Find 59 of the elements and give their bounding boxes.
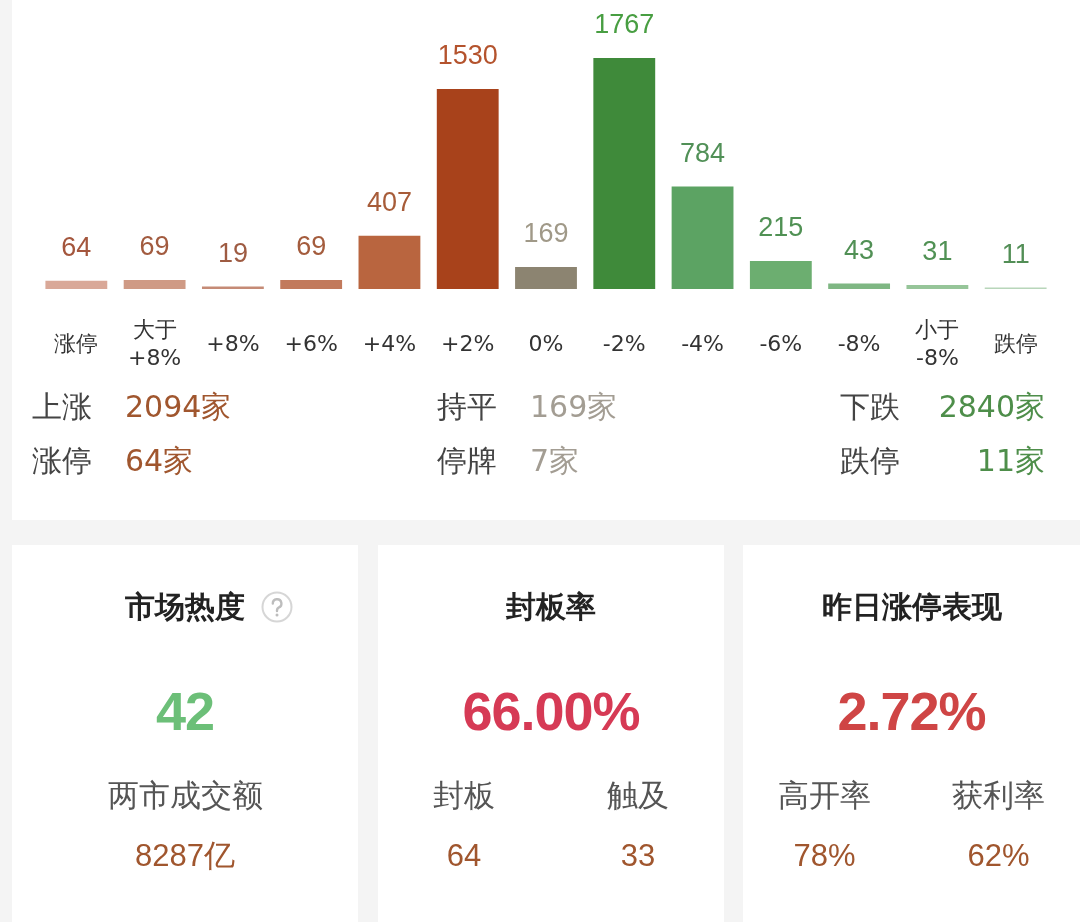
text: 2.72% [836,680,987,743]
text: 持平 169家 [437,388,618,426]
text: 42 [154,680,216,743]
text: 62% [966,837,1031,875]
x-tick-label: -6% [759,330,803,356]
bar [515,266,577,289]
text: 66.00% [461,680,641,743]
data-label: 215 [758,212,804,243]
x-tick-label: +6% [284,330,338,356]
bar [123,279,186,289]
text: 33 [619,837,657,875]
text: 8287亿 [134,837,236,875]
x-tick-label: -4% [681,330,724,356]
data-label: 407 [366,187,412,218]
text: 64 [445,837,483,875]
x-tick-label: 跌停 [993,330,1038,356]
x-tick-label: -2% [602,330,646,356]
data-label: 43 [844,234,875,265]
data-label: 31 [922,236,953,267]
text: 昨日涨停表现 [821,589,1002,624]
x-tick-label: 大于 +8% [127,316,182,370]
bar [436,88,499,289]
data-label: 64 [61,232,92,263]
text: 封板 [432,776,496,815]
bar [671,186,734,289]
data-label: 1530 [437,40,498,71]
x-tick-label: +2% [441,330,495,356]
text: 78% [792,837,857,875]
text: 获利率 [951,776,1046,815]
x-tick-label: 小于 -8% [915,316,960,370]
x-tick-label: +4% [362,330,417,356]
bar [749,260,812,289]
text: 市场热度 [125,589,245,624]
bar [906,284,969,289]
text: 跌停 11家 [840,443,1045,478]
bar [280,279,343,289]
x-tick-label: 涨停 [54,330,99,356]
bar [358,235,421,289]
x-tick-label: -8% [837,330,881,356]
bar [593,58,656,289]
text: 停牌 7家 [437,442,580,480]
data-label: 169 [523,218,569,249]
data-label: 11 [1001,239,1030,270]
text: 上涨 2094家 [32,388,232,426]
text: 涨停 64家 [32,442,194,480]
text: 两市成交额 [106,776,264,815]
text: 下跌 2840家 [840,389,1045,424]
text: 触及 [606,776,670,815]
x-tick-label: 0% [528,330,564,356]
bar [828,283,891,289]
bar [45,280,108,289]
data-label: 784 [680,137,726,168]
text: 高开率 [777,776,872,815]
data-label: 1767 [594,9,655,40]
data-label: 19 [217,237,248,268]
data-label: 69 [296,231,327,262]
text: 封板率 [506,589,596,624]
data-label: 69 [139,231,170,262]
x-tick-label: +8% [206,330,260,356]
